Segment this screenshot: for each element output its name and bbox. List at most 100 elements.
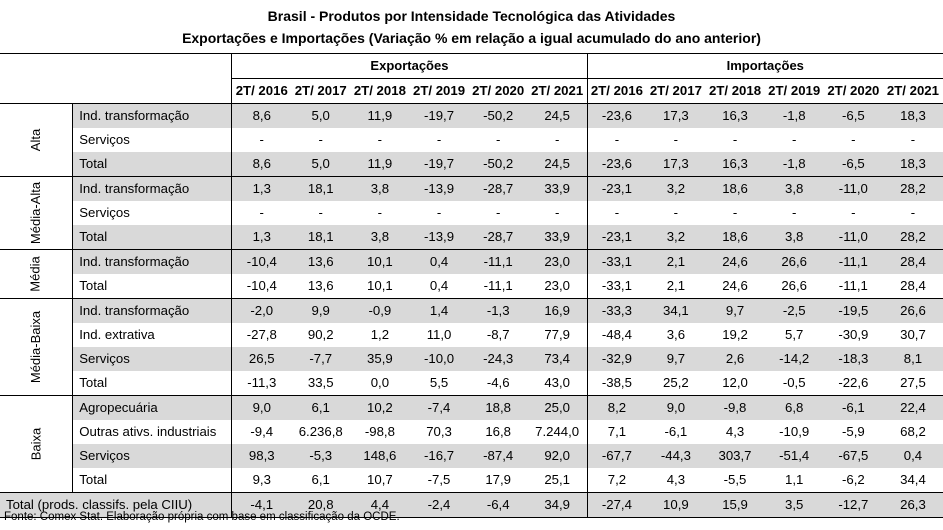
exports-value-cell: 11,9 (350, 152, 410, 177)
exports-total-cell: -4,1 (231, 492, 292, 518)
row-label: Total (72, 468, 232, 493)
exports-value-cell: 33,5 (307, 375, 334, 390)
exports-value-cell: -10,4 (231, 274, 292, 299)
imports-value-cell: 34,1 (646, 298, 706, 323)
imports-value-cell: -23,1 (586, 225, 647, 250)
table-row: Outras ativs. industriais -9,4 6.236,8 -98,… (0, 420, 943, 444)
imports-value-cell: -11,1 (823, 249, 883, 274)
exports-value-cell: 10,7 (367, 472, 393, 487)
imports-value-cell: 0,4 (882, 444, 943, 468)
exports-value-cell: 5,5 (429, 375, 449, 390)
imports-value-cell: -1,8 (764, 103, 824, 128)
row-label: Agropecuária (72, 395, 232, 420)
exports-value-cell: 90,2 (307, 327, 334, 342)
table-row: Serviços 26,5 -7,7 35,9 -10,0 -24,3 73,4 -32,9 9… (0, 347, 943, 371)
exports-value-cell: 5,0 (291, 152, 351, 177)
imports-value-cell: -33,1 (586, 274, 647, 299)
imports-value-cell: 8,1 (882, 347, 943, 371)
table-row: Serviços - - - - - - - - - - - - (0, 128, 943, 152)
exports-year-header: 2T/ 2016 (231, 78, 292, 104)
imports-value-cell: 12,0 (722, 375, 748, 390)
exports-value-cell: 1,3 (231, 176, 292, 201)
exports-value-cell: 3,8 (350, 176, 410, 201)
imports-value-cell: 24,6 (722, 278, 748, 293)
exports-year-header: 2T/ 2020 (468, 78, 528, 104)
imports-value-cell: -0,5 (782, 375, 806, 390)
exports-value-cell: 6,1 (291, 395, 351, 420)
exports-header: Exportações (231, 53, 588, 79)
imports-value-cell: -2,5 (764, 298, 824, 323)
exports-value-cell: 10,1 (367, 278, 393, 293)
exports-value-cell: 7.244,0 (535, 424, 580, 439)
group-label: Média-Baixa (0, 298, 73, 396)
table-row: Serviços 98,3 -5,3 148,6 -16,7 -87,4 92,0 -67,7… (0, 444, 943, 468)
exports-value-cell: -11,1 (468, 249, 528, 274)
exports-total-cell: -2,4 (409, 492, 469, 518)
imports-value-cell: 2,1 (646, 249, 706, 274)
table-subtitle: Exportações e Importações (Variação % em… (182, 30, 761, 46)
imports-value-cell: 9,0 (646, 395, 706, 420)
imports-value-cell: -11,1 (838, 278, 868, 293)
exports-value-cell: -10,0 (409, 347, 469, 371)
exports-value-cell: -2,0 (231, 298, 292, 323)
imports-value-cell: 3,8 (764, 225, 824, 250)
exports-value-cell: 18,1 (291, 176, 351, 201)
group-label: Alta (0, 103, 73, 177)
exports-value-cell: 6.236,8 (298, 424, 343, 439)
exports-value-cell: -50,2 (468, 152, 528, 177)
row-label: Ind. transformação (72, 176, 232, 201)
imports-value-cell: 18,3 (882, 152, 943, 177)
exports-value-cell: 10,2 (350, 395, 410, 420)
imports-value-cell: 17,3 (646, 103, 706, 128)
row-label: Serviços (72, 347, 232, 371)
exports-value-cell: 0,4 (409, 249, 469, 274)
imports-value-cell: 6,8 (764, 395, 824, 420)
exports-value-cell: 3,8 (350, 225, 410, 250)
imports-value-cell: -44,3 (646, 444, 706, 468)
table-row: Total 8,6 5,0 11,9 -19,7 -50,2 24,5 -23,6 17,3 16… (0, 152, 943, 177)
imports-value-cell: -6,1 (823, 395, 883, 420)
imports-value-cell: 28,2 (882, 225, 943, 250)
exports-value-cell: -13,9 (409, 225, 469, 250)
exports-value-cell: - (318, 132, 323, 147)
exports-year-header: 2T/ 2018 (350, 78, 410, 104)
exports-value-cell: 18,8 (468, 395, 528, 420)
imports-value-cell: - (910, 205, 916, 220)
imports-value-cell: -67,7 (586, 444, 647, 468)
exports-value-cell: 8,6 (231, 152, 292, 177)
exports-value-cell: 148,6 (350, 444, 410, 468)
imports-value-cell: - (673, 205, 679, 220)
imports-value-cell: 8,2 (586, 395, 647, 420)
imports-value-cell: 303,7 (705, 444, 765, 468)
exports-value-cell: - (495, 205, 501, 220)
imports-value-cell: 3,2 (646, 225, 706, 250)
imports-value-cell: 28,4 (882, 249, 943, 274)
header-corner (0, 53, 232, 79)
exports-value-cell: 11,0 (426, 327, 452, 342)
exports-value-cell: - (231, 201, 292, 225)
exports-value-cell: 1,4 (409, 298, 469, 323)
imports-value-cell: 2,1 (666, 278, 686, 293)
imports-value-cell: 16,3 (705, 152, 765, 177)
imports-value-cell: -10,9 (779, 424, 810, 439)
exports-value-cell: - (436, 205, 442, 220)
exports-value-cell: 24,5 (527, 103, 588, 128)
group-label: Baixa (0, 395, 73, 493)
exports-value-cell: -28,7 (468, 176, 528, 201)
exports-value-cell: -27,8 (231, 323, 292, 347)
exports-value-cell: -98,8 (364, 424, 395, 439)
exports-value-cell: 13,6 (307, 278, 334, 293)
exports-value-cell: 9,3 (231, 468, 292, 493)
group-label-text: Alta (28, 128, 44, 152)
imports-value-cell: -14,2 (764, 347, 824, 371)
exports-value-cell: -9,4 (231, 420, 292, 444)
exports-value-cell: -7,4 (409, 395, 469, 420)
imports-value-cell: -23,6 (586, 103, 647, 128)
table-title: Brasil - Produtos por Intensidade Tecnol… (267, 8, 676, 24)
group-label: Média (0, 249, 73, 299)
exports-value-cell: -28,7 (468, 225, 528, 250)
imports-value-cell: -11,0 (823, 176, 883, 201)
table-row: Total 9,3 6,1 10,7 -7,5 17,9 25,1 7,2 4,3 -5,5 1,1… (0, 468, 943, 493)
imports-value-cell: -32,9 (586, 347, 647, 371)
imports-value-cell: -51,4 (764, 444, 824, 468)
